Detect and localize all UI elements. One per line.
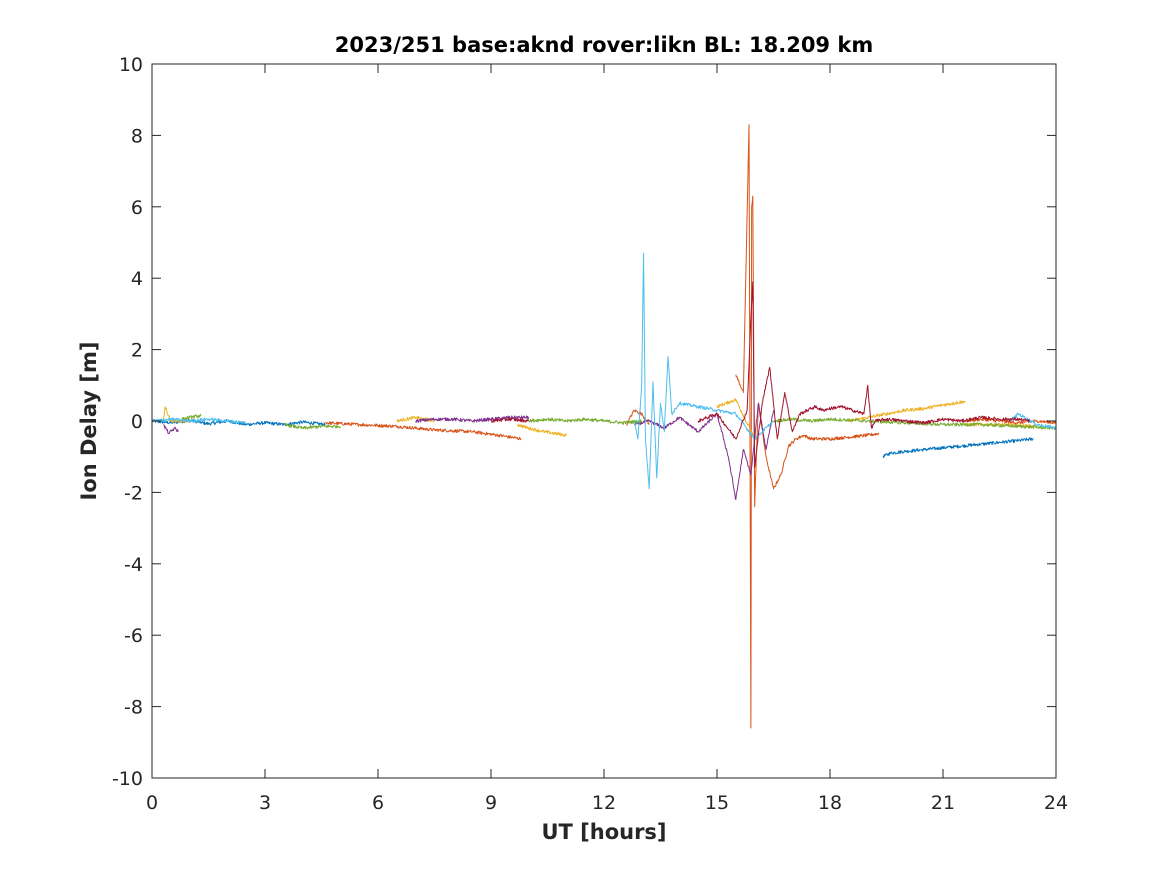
y-tick-label: -4	[124, 554, 143, 576]
series-line	[490, 417, 530, 423]
series-4	[162, 402, 774, 501]
x-tick-label: 24	[1044, 792, 1068, 814]
y-tick-label: -2	[124, 482, 143, 504]
y-tick-label: 2	[131, 340, 143, 362]
x-tick-label: 0	[146, 792, 158, 814]
series-7	[490, 281, 1031, 468]
series-5	[181, 413, 1057, 431]
series-line	[882, 437, 1034, 459]
plot-area: 0 3 6 9 12 15 18 21 24 10 8 6 4 2 0 -2 -4 -6 -8 -10	[112, 54, 1068, 814]
series-line	[697, 281, 1031, 468]
tick-layer: 0 3 6 9 12 15 18 21 24 10 8 6 4 2 0 -2 -4 -6 -8 -10	[112, 54, 1068, 814]
y-tick-label: -6	[124, 625, 143, 647]
series-line	[151, 417, 247, 425]
series-line	[1010, 412, 1057, 430]
series-line	[716, 398, 756, 439]
y-axis-title: Ion Delay [m]	[77, 342, 101, 501]
series-line	[162, 424, 179, 435]
y-tick-label: -8	[124, 697, 143, 719]
series-line	[965, 417, 1057, 425]
x-tick-label: 18	[818, 792, 842, 814]
series-line	[396, 415, 435, 423]
x-tick-label: 15	[705, 792, 729, 814]
x-tick-label: 9	[485, 792, 497, 814]
x-tick-label: 3	[259, 792, 271, 814]
series-line	[848, 400, 966, 423]
y-tick-label: -10	[112, 768, 143, 790]
series-line	[516, 423, 567, 438]
x-axis-title: UT [hours]	[541, 820, 666, 844]
series-line	[528, 417, 643, 425]
series-line	[283, 422, 341, 430]
series-layer	[151, 124, 1057, 729]
x-tick-label: 6	[372, 792, 384, 814]
y-tick-label: 8	[131, 125, 143, 147]
series-line	[181, 413, 202, 421]
y-tick-label: 0	[131, 411, 143, 433]
x-tick-label: 21	[931, 792, 955, 814]
x-tick-label: 12	[592, 792, 616, 814]
y-tick-label: 6	[131, 197, 143, 219]
series-6	[151, 252, 1057, 490]
series-line	[633, 402, 774, 501]
y-tick-label: 10	[119, 54, 143, 76]
series-line	[325, 421, 522, 441]
chart-title: 2023/251 base:aknd rover:likn BL: 18.209…	[335, 33, 873, 57]
series-line	[633, 252, 774, 490]
series-line	[415, 415, 530, 423]
series-line	[773, 417, 1057, 431]
y-tick-label: 4	[131, 268, 143, 290]
